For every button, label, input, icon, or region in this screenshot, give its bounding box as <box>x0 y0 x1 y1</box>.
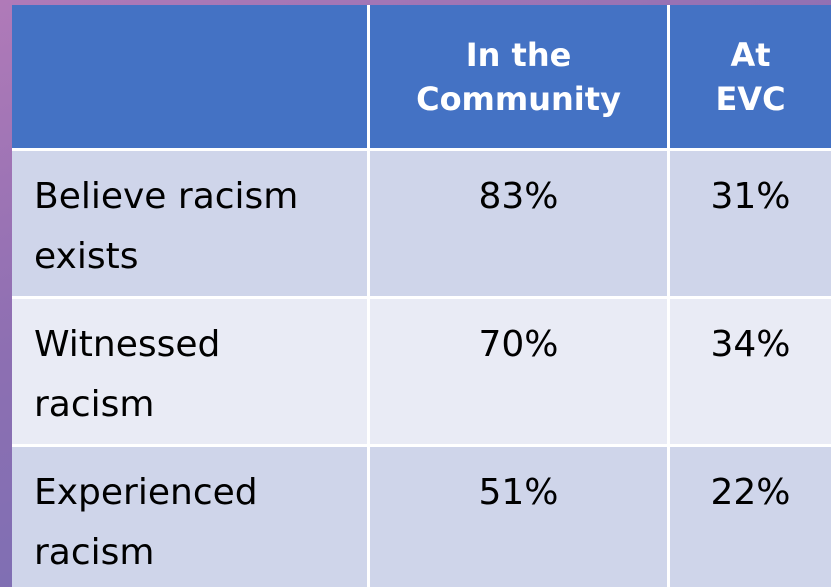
value-cell: 51% <box>370 447 670 587</box>
row-label-cell: Witnessed racism <box>12 299 370 447</box>
header-text: At EVC <box>715 35 786 118</box>
row-label: Believe racism exists <box>34 176 299 277</box>
row-label-cell: Experienced racism <box>12 447 370 587</box>
value-cell: 70% <box>370 299 670 447</box>
table: In the Community At EVC Believe racism e… <box>12 5 831 587</box>
value-cell: 22% <box>670 447 831 587</box>
header-cell <box>12 5 370 151</box>
value-cell: 31% <box>670 151 831 299</box>
value-cell: 34% <box>670 299 831 447</box>
header-cell: At EVC <box>670 5 831 151</box>
row-label: Experienced racism <box>34 472 258 573</box>
header-text: In the Community <box>416 35 621 118</box>
header-cell: In the Community <box>370 5 670 151</box>
row-label: Witnessed racism <box>34 324 221 425</box>
value-cell: 83% <box>370 151 670 299</box>
row-label-cell: Believe racism exists <box>12 151 370 299</box>
